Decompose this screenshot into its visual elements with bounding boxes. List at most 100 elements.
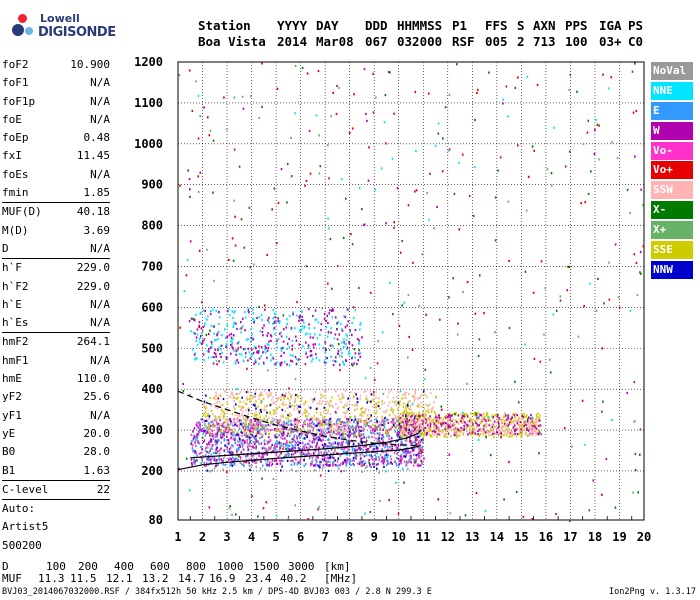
echo-point xyxy=(261,424,264,427)
echo-point xyxy=(239,423,242,426)
echo-point xyxy=(253,345,256,348)
echo-point xyxy=(287,454,290,457)
echo-point xyxy=(228,442,230,445)
muf-value: 23.4 xyxy=(245,572,272,585)
echo-point xyxy=(244,455,247,458)
echo-point xyxy=(513,424,516,427)
echo-point xyxy=(388,414,391,417)
echo-point xyxy=(380,424,382,427)
y-tick-label: 800 xyxy=(141,219,163,233)
echo-point xyxy=(346,419,349,422)
echo-point xyxy=(232,325,235,329)
echo-point xyxy=(492,427,495,430)
echo-point xyxy=(295,427,298,430)
echo-point xyxy=(208,417,211,420)
echo-point xyxy=(311,428,314,431)
echo-point xyxy=(330,355,332,358)
echo-point xyxy=(283,328,285,331)
echo-point xyxy=(374,458,376,461)
echo-point xyxy=(400,459,402,462)
echo-point xyxy=(347,443,349,447)
echo-point xyxy=(450,423,452,426)
echo-point xyxy=(282,403,285,406)
echo-point xyxy=(251,308,254,311)
echo-point xyxy=(368,146,370,149)
echo-point xyxy=(389,281,391,284)
echo-point xyxy=(196,343,199,346)
echo-point xyxy=(357,447,360,450)
echo-point xyxy=(318,343,321,346)
echo-point xyxy=(346,417,348,420)
echo-point xyxy=(305,265,308,268)
echo-point xyxy=(264,409,267,412)
echo-point xyxy=(375,417,377,421)
echo-point xyxy=(208,332,210,336)
y-tick-label: 1100 xyxy=(134,96,163,110)
echo-point xyxy=(474,432,476,435)
echo-point xyxy=(288,453,290,456)
echo-point xyxy=(239,345,242,349)
echo-point xyxy=(308,323,310,326)
distance-value: 200 xyxy=(78,560,98,573)
echo-point xyxy=(203,439,206,442)
echo-point xyxy=(232,438,235,441)
echo-point xyxy=(198,321,201,324)
echo-point xyxy=(214,406,217,409)
echo-point xyxy=(400,425,403,428)
echo-point xyxy=(318,429,320,432)
echo-point xyxy=(376,415,379,419)
echo-point xyxy=(290,427,292,430)
echo-point xyxy=(360,437,362,440)
echo-point xyxy=(244,402,247,405)
echo-point xyxy=(339,419,341,422)
echo-point xyxy=(344,343,347,346)
echo-point xyxy=(329,421,331,424)
echo-point xyxy=(373,393,375,396)
x-tick-label: 2 xyxy=(199,530,206,544)
echo-point xyxy=(185,457,188,460)
echo-point xyxy=(436,426,438,429)
echo-point xyxy=(211,432,214,436)
x-tick-label: 14 xyxy=(490,530,504,544)
echo-point xyxy=(262,507,265,510)
echo-point xyxy=(526,428,528,431)
echo-point xyxy=(410,442,412,445)
echo-point xyxy=(215,339,217,342)
echo-point xyxy=(206,458,208,461)
echo-point xyxy=(313,418,316,421)
echo-point xyxy=(329,431,331,434)
echo-point xyxy=(543,333,545,336)
echo-point xyxy=(361,414,364,417)
echo-point xyxy=(301,432,303,435)
echo-point xyxy=(207,413,210,416)
echo-point xyxy=(258,455,260,458)
echo-point xyxy=(203,420,206,423)
param-value: N/A xyxy=(90,112,110,126)
echo-point xyxy=(274,333,276,336)
echo-point xyxy=(194,357,196,360)
echo-point xyxy=(286,444,288,447)
echo-point xyxy=(531,416,533,419)
echo-point xyxy=(356,448,358,452)
echo-point xyxy=(274,320,276,323)
echo-point xyxy=(361,436,364,440)
echo-point xyxy=(414,415,416,418)
echo-point xyxy=(520,417,523,420)
echo-point xyxy=(294,440,297,443)
echo-point xyxy=(215,416,217,419)
echo-point xyxy=(252,425,254,429)
echo-point xyxy=(214,433,217,436)
echo-point xyxy=(375,458,377,461)
echo-point xyxy=(300,419,303,422)
echo-point xyxy=(209,447,212,450)
echo-point xyxy=(493,436,495,439)
echo-point xyxy=(380,167,383,170)
echo-point xyxy=(283,433,285,436)
echo-point xyxy=(204,429,207,432)
echo-point xyxy=(412,448,414,451)
echo-point xyxy=(405,391,408,394)
echo-point xyxy=(344,415,346,418)
echo-point xyxy=(245,458,248,461)
echo-point xyxy=(348,418,351,421)
echo-point xyxy=(307,518,310,521)
